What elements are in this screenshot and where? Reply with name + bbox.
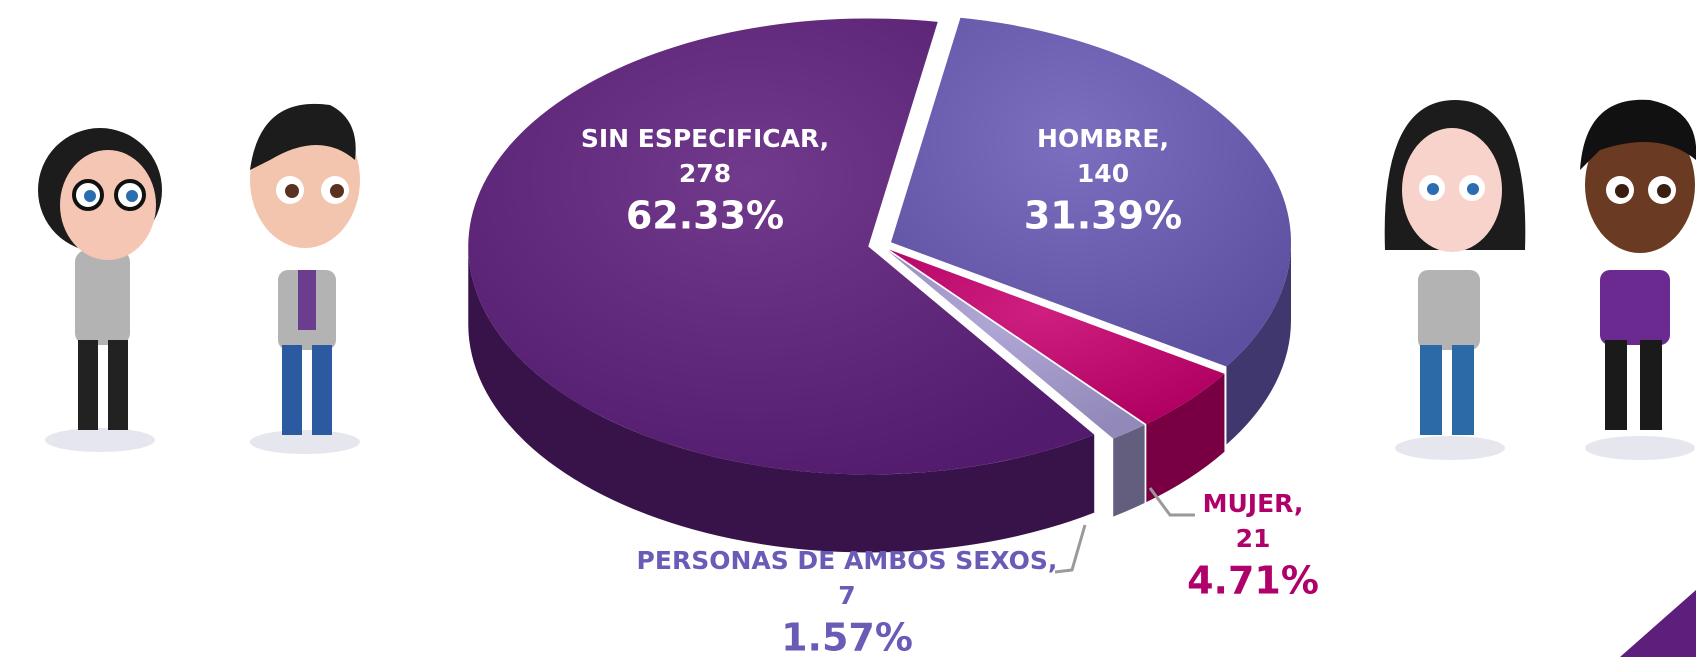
percentage-label: 4.71% bbox=[1187, 559, 1319, 603]
category-label: SIN ESPECIFICAR, bbox=[581, 124, 829, 153]
category-label: MUJER, bbox=[1203, 489, 1304, 518]
character bbox=[250, 103, 360, 454]
slice-shading bbox=[468, 18, 1095, 475]
value-label: 7 bbox=[838, 581, 855, 610]
corner-decoration bbox=[1620, 590, 1696, 657]
slice-side bbox=[468, 246, 1095, 553]
percentage-label: 1.57% bbox=[781, 616, 913, 657]
value-label: 140 bbox=[1077, 159, 1129, 188]
value-label: 21 bbox=[1236, 524, 1271, 553]
leader-line bbox=[1054, 524, 1087, 574]
character bbox=[1384, 100, 1526, 460]
slice-shading bbox=[887, 250, 1145, 439]
character bbox=[38, 128, 162, 452]
percentage-label: 31.39% bbox=[1024, 194, 1182, 238]
pie bbox=[468, 17, 1292, 553]
value-label: 278 bbox=[679, 159, 731, 188]
labels: HOMBRE, 140 31.39% MUJER, 21 4.71% PERSONAS DE… bbox=[581, 124, 1319, 657]
character bbox=[1580, 99, 1696, 460]
category-label: HOMBRE, bbox=[1037, 124, 1169, 153]
slice-shading bbox=[888, 249, 1225, 425]
slice-side bbox=[1226, 242, 1292, 445]
slice-side bbox=[1113, 424, 1145, 517]
percentage-label: 62.33% bbox=[626, 194, 784, 238]
leader-line bbox=[1148, 487, 1195, 517]
category-label: PERSONAS DE AMBOS SEXOS, bbox=[637, 546, 1058, 575]
slice-side bbox=[1146, 373, 1225, 503]
slice-shading bbox=[891, 17, 1292, 367]
